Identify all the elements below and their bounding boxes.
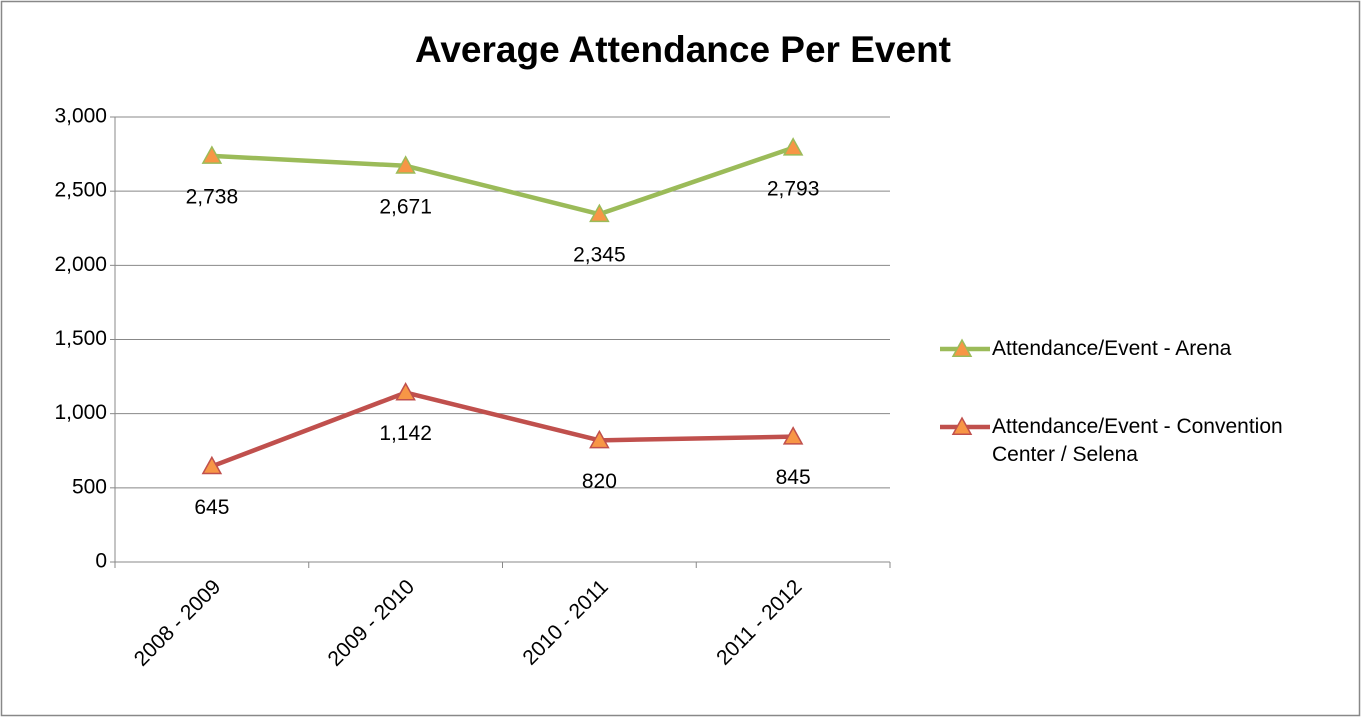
y-tick-label: 1,500: [54, 327, 107, 350]
data-point: [782, 137, 804, 156]
legend-label: Attendance/Event - Convention Center / S…: [992, 415, 1283, 466]
data-label: 645: [194, 496, 229, 519]
data-label: 2,345: [573, 244, 626, 267]
data-label: 2,671: [379, 195, 432, 218]
data-point: [589, 429, 610, 449]
y-tick-label: 500: [72, 475, 107, 498]
legend-label: Attendance/Event - Arena: [992, 337, 1232, 360]
legend-marker: [951, 338, 973, 357]
data-label: 845: [776, 466, 811, 489]
series-line: [211, 145, 794, 217]
data-label: 2,793: [767, 177, 820, 200]
data-label: 1,142: [379, 422, 432, 445]
y-tick-label: 2,000: [54, 253, 107, 276]
y-tick-label: 1,000: [54, 401, 107, 424]
data-point: [589, 203, 610, 223]
chart-title: Average Attendance Per Event: [415, 29, 951, 70]
data-point: [395, 155, 416, 174]
data-point: [395, 382, 416, 401]
y-tick-label: 3,000: [54, 105, 107, 128]
y-tick-label: 0: [95, 550, 107, 573]
data-label: 2,738: [186, 185, 239, 208]
data-label: 820: [582, 470, 617, 493]
data-point: [782, 426, 804, 445]
legend-marker: [951, 416, 973, 435]
series-line: [211, 390, 794, 469]
data-point: [201, 455, 223, 475]
data-point: [201, 145, 223, 164]
y-tick-label: 2,500: [54, 179, 107, 202]
